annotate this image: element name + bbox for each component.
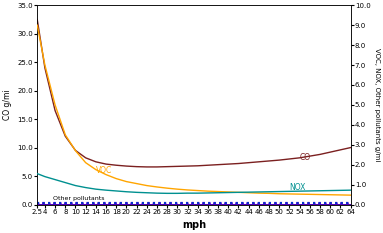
Text: CO: CO	[300, 153, 311, 162]
Text: VOC: VOC	[96, 166, 112, 175]
Y-axis label: CO g/mi: CO g/mi	[3, 89, 12, 120]
X-axis label: mph: mph	[182, 220, 206, 230]
Y-axis label: VOC, NOX, Other pollutants g/mi: VOC, NOX, Other pollutants g/mi	[374, 48, 380, 161]
Text: Other pollutants: Other pollutants	[52, 196, 104, 201]
Text: NOX: NOX	[290, 183, 306, 192]
